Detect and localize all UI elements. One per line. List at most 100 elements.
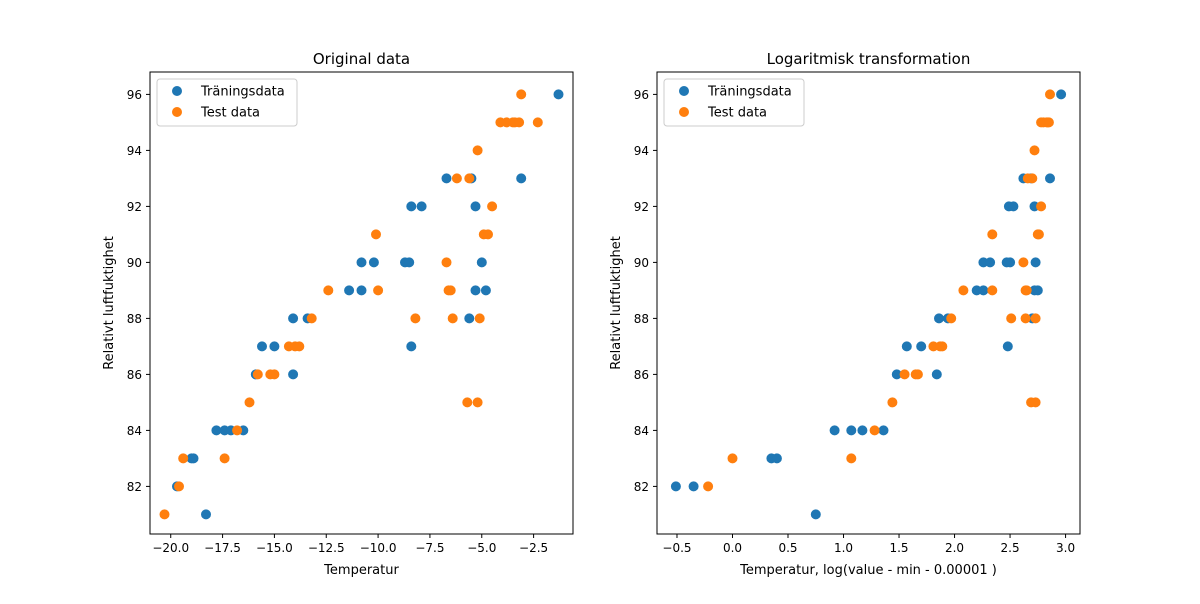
y-tick-label: 92 (634, 200, 649, 214)
x-tick-label: −20.0 (152, 541, 189, 555)
data-point (306, 313, 317, 324)
data-point (1043, 117, 1054, 128)
data-point (1045, 173, 1055, 184)
legend-marker (679, 107, 689, 117)
data-point (688, 481, 699, 492)
data-point (516, 89, 527, 100)
y-tick-label: 94 (127, 144, 142, 158)
data-point (1008, 201, 1019, 212)
x-tick-label: −15.0 (256, 541, 293, 555)
x-tick-label: −2.5 (519, 541, 548, 555)
data-point (416, 201, 427, 212)
y-tick-label: 84 (127, 424, 142, 438)
legend-marker (172, 86, 182, 96)
data-point (476, 257, 487, 268)
data-point (483, 229, 493, 240)
y-tick-label: 82 (634, 480, 649, 494)
data-point (269, 341, 280, 352)
data-point (985, 257, 996, 268)
data-point (670, 481, 681, 492)
data-point (188, 453, 199, 464)
x-tick-label: 3.0 (1056, 541, 1075, 555)
data-point (451, 173, 462, 184)
data-point (269, 369, 280, 380)
data-point (934, 313, 944, 324)
data-point (846, 425, 857, 436)
data-point (958, 285, 969, 296)
data-point (1033, 229, 1044, 240)
data-point (201, 509, 211, 520)
data-point (1056, 89, 1067, 100)
y-tick-label: 86 (127, 368, 142, 382)
data-point (891, 369, 902, 380)
data-point (916, 341, 927, 352)
series-test (159, 89, 543, 520)
subplot-log-transformation: −0.5 0.0 0.5 1.0 1.5 2.0 2.5 3.0 82 84 86 88 90 92 94 9… (609, 50, 1081, 578)
data-point (1030, 313, 1041, 324)
data-point (288, 313, 299, 324)
x-tick-label: −0.5 (662, 541, 691, 555)
y-tick-label: 86 (634, 368, 649, 382)
data-point (406, 201, 417, 212)
x-tick-label: −7.5 (415, 541, 444, 555)
x-tick-label: 1.5 (889, 541, 908, 555)
data-point (532, 117, 543, 128)
legend-label: Test data (707, 106, 767, 121)
data-point (901, 341, 912, 352)
data-point (211, 425, 222, 436)
data-point (1005, 257, 1016, 268)
x-tick-label: −5.0 (467, 541, 496, 555)
data-point (553, 89, 564, 100)
data-point (987, 285, 998, 296)
data-point (288, 369, 299, 380)
data-point (1006, 313, 1017, 324)
data-point (447, 313, 458, 324)
y-tick-label: 96 (634, 88, 649, 102)
data-point (480, 285, 491, 296)
data-point (410, 313, 421, 324)
data-point (294, 341, 305, 352)
data-point (931, 369, 942, 380)
data-point (878, 425, 889, 436)
data-point (1029, 145, 1040, 156)
x-tick-label: 2.5 (1001, 541, 1020, 555)
data-point (445, 285, 456, 296)
series-test (703, 89, 1055, 492)
legend: Träningsdata Test data (663, 78, 805, 127)
data-point (441, 173, 452, 184)
x-tick-label: 0.5 (778, 541, 797, 555)
data-point (899, 369, 910, 380)
data-point (1030, 397, 1041, 408)
data-point (219, 453, 230, 464)
data-point (472, 397, 483, 408)
data-point (1002, 341, 1013, 352)
data-point (887, 397, 898, 408)
legend-marker (679, 86, 689, 96)
data-point (1021, 285, 1032, 296)
legend-box (663, 78, 805, 127)
legend-marker (172, 107, 182, 117)
data-point (978, 285, 989, 296)
data-point (829, 425, 840, 436)
y-axis-label: Relativt luftfuktighet (102, 236, 117, 370)
data-point (404, 257, 415, 268)
data-point (946, 313, 957, 324)
data-point (356, 257, 367, 268)
data-point (373, 285, 384, 296)
data-point (406, 341, 417, 352)
subplot-original-data: −20.0 −17.5 −15.0 −12.5 −10.0 −7.5 −5.0 −2.5828… (102, 50, 574, 578)
y-axis-ticks: 82 84 86 88 90 92 94 96 (634, 88, 657, 494)
data-point (462, 397, 473, 408)
data-point (703, 481, 714, 492)
data-point (464, 173, 475, 184)
data-point (464, 313, 475, 324)
y-tick-label: 90 (634, 256, 649, 270)
data-point (937, 341, 948, 352)
axes-frame (149, 71, 574, 535)
y-tick-label: 96 (127, 88, 142, 102)
data-point (1032, 285, 1043, 296)
data-point (1030, 257, 1041, 268)
x-axis-label: Temperatur, log(value - min - 0.00001 ) (739, 563, 997, 578)
data-point (727, 453, 738, 464)
